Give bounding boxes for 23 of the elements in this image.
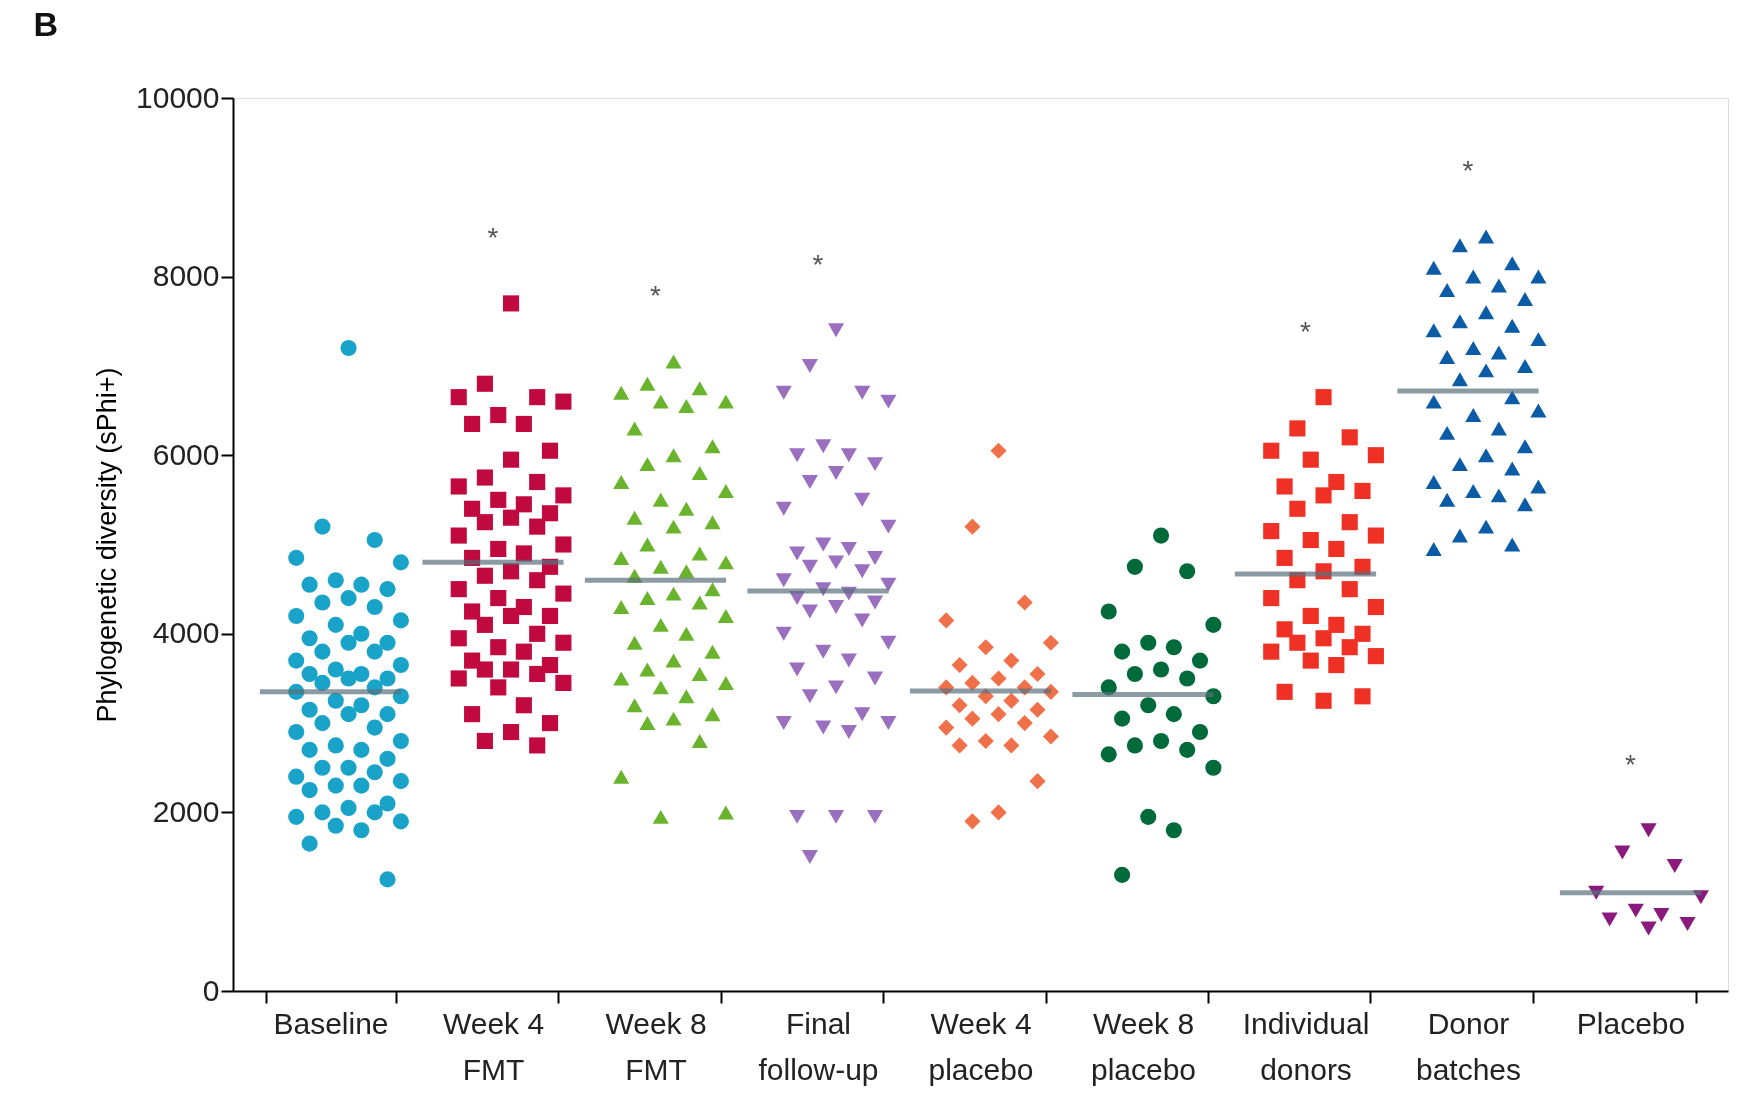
annotation: * bbox=[812, 249, 824, 281]
x-tick-label: Week 8 FMT bbox=[605, 1006, 707, 1086]
x-tick-label: Placebo bbox=[1576, 1006, 1686, 1040]
chart-title: B bbox=[33, 5, 59, 43]
y-tick-label: 8000 bbox=[152, 259, 220, 293]
annotation: * bbox=[1462, 155, 1474, 187]
annotation: * bbox=[650, 280, 662, 312]
x-tick-label: Baseline bbox=[273, 1006, 389, 1040]
y-tick-label: 2000 bbox=[152, 794, 220, 828]
annotation: * bbox=[1625, 749, 1637, 781]
y-tick-label: 0 bbox=[202, 973, 220, 1007]
x-tick-label: Individual donors bbox=[1242, 1006, 1370, 1086]
y-tick-label: 10000 bbox=[136, 80, 220, 114]
y-axis-title: Phylogenetic diversity (sPhi+) bbox=[92, 367, 123, 723]
annotation: * bbox=[1300, 316, 1312, 348]
x-tick-label: Week 8 placebo bbox=[1090, 1006, 1197, 1086]
x-tick-label: Week 4 FMT bbox=[442, 1006, 545, 1086]
y-tick-label: 4000 bbox=[152, 616, 220, 650]
x-tick-label: Week 4 placebo bbox=[928, 1006, 1034, 1086]
annotation: * bbox=[487, 222, 499, 254]
y-tick-label: 6000 bbox=[152, 437, 220, 471]
x-tick-label: Final follow-up bbox=[758, 1006, 879, 1086]
x-tick-label: Donor batches bbox=[1415, 1006, 1522, 1086]
